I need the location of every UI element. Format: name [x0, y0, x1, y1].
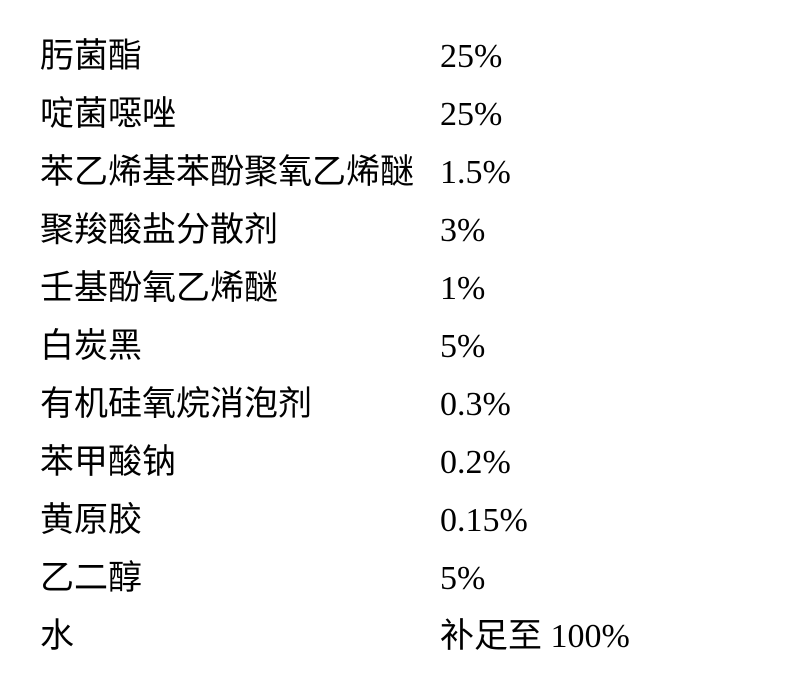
table-row: 苯乙烯基苯酚聚氧乙烯醚 1.5% [40, 144, 760, 202]
ingredient-name: 乙二醇 [40, 550, 440, 599]
composition-table: 肟菌酯 25% 啶菌噁唑 25% 苯乙烯基苯酚聚氧乙烯醚 1.5% 聚羧酸盐分散… [0, 0, 800, 694]
table-row: 啶菌噁唑 25% [40, 86, 760, 144]
table-row: 水 补足至 100% [40, 608, 760, 666]
ingredient-value: 5% [440, 328, 485, 366]
table-row: 黄原胶 0.15% [40, 492, 760, 550]
table-row: 乙二醇 5% [40, 550, 760, 608]
ingredient-name: 肟菌酯 [40, 28, 440, 77]
ingredient-name: 啶菌噁唑 [40, 86, 440, 135]
ingredient-value: 1.5% [440, 154, 511, 192]
ingredient-name: 黄原胶 [40, 492, 440, 541]
ingredient-value: 补足至 100% [440, 608, 630, 657]
ingredient-name: 苯乙烯基苯酚聚氧乙烯醚 [40, 144, 440, 193]
ingredient-value: 3% [440, 212, 485, 250]
table-row: 苯甲酸钠 0.2% [40, 434, 760, 492]
ingredient-name: 聚羧酸盐分散剂 [40, 202, 440, 251]
ingredient-name: 有机硅氧烷消泡剂 [40, 376, 440, 425]
ingredient-value: 0.3% [440, 386, 511, 424]
ingredient-name: 白炭黑 [40, 318, 440, 367]
table-row: 白炭黑 5% [40, 318, 760, 376]
table-row: 肟菌酯 25% [40, 28, 760, 86]
ingredient-value: 25% [440, 38, 502, 76]
table-row: 有机硅氧烷消泡剂 0.3% [40, 376, 760, 434]
table-row: 聚羧酸盐分散剂 3% [40, 202, 760, 260]
ingredient-value: 1% [440, 270, 485, 308]
ingredient-name: 水 [40, 608, 440, 657]
ingredient-value: 0.2% [440, 444, 511, 482]
ingredient-name: 壬基酚氧乙烯醚 [40, 260, 440, 309]
ingredient-value: 5% [440, 560, 485, 598]
ingredient-value: 0.15% [440, 502, 528, 540]
table-row: 壬基酚氧乙烯醚 1% [40, 260, 760, 318]
ingredient-name: 苯甲酸钠 [40, 434, 440, 483]
ingredient-value: 25% [440, 96, 502, 134]
